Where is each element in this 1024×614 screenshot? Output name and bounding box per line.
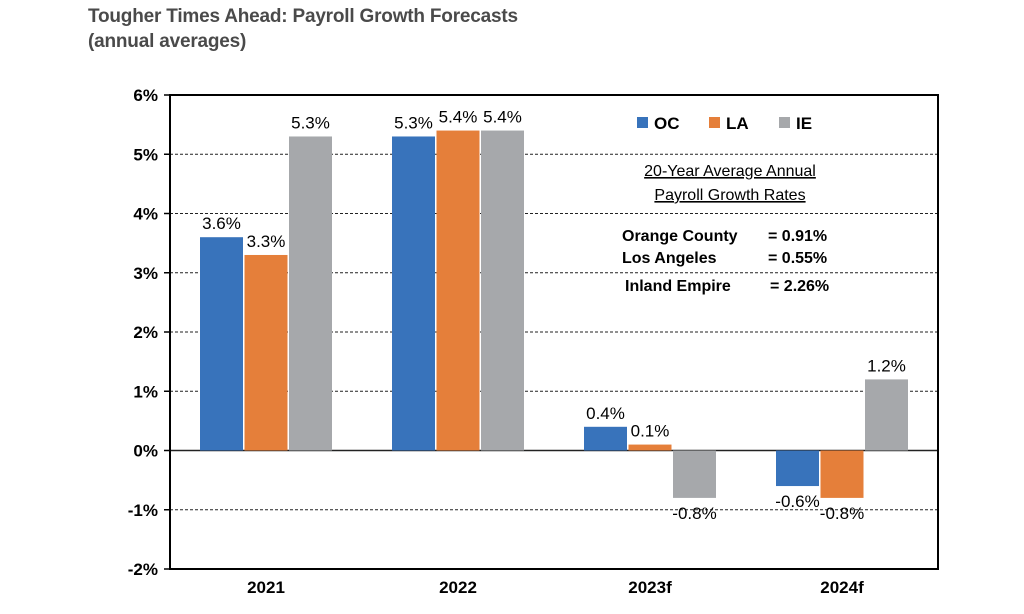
x-tick-label: 2021 (247, 578, 285, 597)
y-tick-label: -2% (128, 560, 158, 579)
data-label-la-2021: 3.3% (247, 232, 286, 251)
legend-swatch-oc (637, 117, 648, 128)
annotation-row-value: = 0.91% (768, 228, 827, 245)
annotation-title-line-1: 20-Year Average Annual (644, 163, 816, 180)
data-label-ie-2021: 5.3% (291, 113, 330, 132)
data-label-la-2022: 5.4% (439, 108, 478, 127)
plot-frame (169, 94, 939, 570)
data-label-oc-2023f: 0.4% (586, 404, 625, 423)
bar-oc-2023f (584, 426, 627, 451)
legend-label-oc: OC (654, 114, 680, 133)
chart-title-line-2: (annual averages) (88, 31, 247, 52)
bar-oc-2022 (392, 136, 435, 451)
y-tick-label: 2% (133, 323, 158, 342)
y-tick-label: 6% (133, 86, 158, 105)
y-tick-label: 0% (133, 442, 158, 461)
annotation-title-line-2: Payroll Growth Rates (654, 187, 805, 204)
data-label-ie-2024f: 1.2% (867, 356, 906, 375)
y-tick-label: 1% (133, 382, 158, 401)
y-axis: 6% 5% 4% 3% 2% 1% 0% -1% -2% (128, 86, 170, 579)
bar-ie-2022 (481, 130, 524, 451)
annotation-row-name: Orange County (622, 228, 738, 245)
bar-oc-2021 (200, 237, 243, 451)
legend-label-ie: IE (796, 114, 812, 133)
y-tick-label: 4% (133, 205, 158, 224)
bar-ie-2023f (673, 450, 716, 498)
annotation-row-name: Inland Empire (625, 278, 731, 295)
bar-oc-2024f (776, 450, 819, 487)
bar-ie-2021 (289, 136, 332, 451)
data-label-oc-2021: 3.6% (202, 214, 241, 233)
chart-title-line-1: Tougher Times Ahead: Payroll Growth Fore… (88, 6, 518, 27)
data-label-oc-2022: 5.3% (394, 113, 433, 132)
bars (200, 130, 908, 498)
data-label-oc-2024f: -0.6% (775, 492, 819, 511)
annotation-row-value: = 0.55% (768, 250, 827, 267)
x-axis: 2021 2022 2023f 2024f (247, 578, 864, 597)
legend-swatch-ie (779, 117, 790, 128)
x-tick-label: 2023f (628, 578, 672, 597)
bar-la-2021 (244, 254, 288, 451)
legend-swatch-la (709, 117, 720, 128)
data-labels: 3.6%3.3%5.3% 5.3% 5.4% 5.4%0.4%0.1%-0.8%-0.… (202, 108, 906, 523)
average-rates-annotation: 20-Year Average Annual Payroll Growth Rat… (622, 163, 829, 295)
bar-la-2024f (820, 450, 864, 498)
x-tick-label: 2022 (439, 578, 477, 597)
y-tick-label: 5% (133, 145, 158, 164)
bar-la-2022 (436, 130, 480, 451)
x-tick-label: 2024f (820, 578, 864, 597)
annotation-row-name: Los Angeles (622, 250, 717, 267)
chart-title: Tougher Times Ahead: Payroll Growth Fore… (88, 4, 518, 54)
y-tick-label: -1% (128, 501, 158, 520)
bar-ie-2024f (865, 379, 908, 451)
bar-la-2023f (628, 444, 672, 451)
data-label-ie-2022: 5.4% (483, 108, 522, 127)
data-label-la-2024f: -0.8% (820, 504, 864, 523)
data-label-ie-2023f: -0.8% (672, 504, 716, 523)
y-tick-label: 3% (133, 264, 158, 283)
legend-label-la: LA (726, 114, 749, 133)
annotation-row-value: = 2.26% (770, 278, 829, 295)
legend: OC LA IE (637, 114, 812, 133)
data-label-la-2023f: 0.1% (631, 422, 670, 441)
